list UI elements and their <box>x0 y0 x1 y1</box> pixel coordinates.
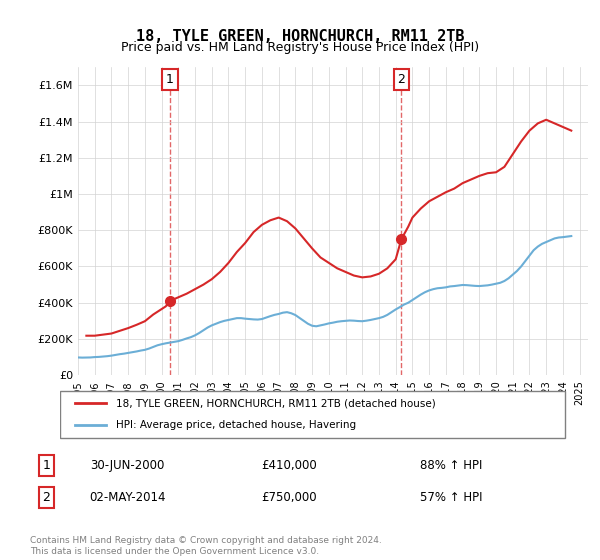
Text: HPI: Average price, detached house, Havering: HPI: Average price, detached house, Have… <box>116 421 356 431</box>
Text: £410,000: £410,000 <box>262 459 317 472</box>
Text: 1: 1 <box>42 459 50 472</box>
Text: £750,000: £750,000 <box>262 491 317 504</box>
Text: 02-MAY-2014: 02-MAY-2014 <box>89 491 166 504</box>
Text: Contains HM Land Registry data © Crown copyright and database right 2024.
This d: Contains HM Land Registry data © Crown c… <box>30 536 382 556</box>
Text: 57% ↑ HPI: 57% ↑ HPI <box>420 491 482 504</box>
Text: 18, TYLE GREEN, HORNCHURCH, RM11 2TB: 18, TYLE GREEN, HORNCHURCH, RM11 2TB <box>136 29 464 44</box>
Text: Price paid vs. HM Land Registry's House Price Index (HPI): Price paid vs. HM Land Registry's House … <box>121 41 479 54</box>
Text: 2: 2 <box>397 73 405 86</box>
Text: 88% ↑ HPI: 88% ↑ HPI <box>420 459 482 472</box>
FancyBboxPatch shape <box>60 391 565 437</box>
Text: 18, TYLE GREEN, HORNCHURCH, RM11 2TB (detached house): 18, TYLE GREEN, HORNCHURCH, RM11 2TB (de… <box>116 398 436 408</box>
Text: 1: 1 <box>166 73 174 86</box>
Text: 2: 2 <box>42 491 50 504</box>
Text: 30-JUN-2000: 30-JUN-2000 <box>90 459 164 472</box>
